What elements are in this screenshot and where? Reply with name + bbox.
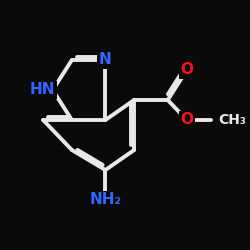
Text: CH₃: CH₃: [218, 113, 246, 127]
Text: O: O: [180, 112, 193, 128]
Text: O: O: [180, 62, 193, 78]
Text: N: N: [99, 52, 112, 68]
Text: HN: HN: [30, 82, 55, 98]
Text: NH₂: NH₂: [89, 192, 122, 208]
